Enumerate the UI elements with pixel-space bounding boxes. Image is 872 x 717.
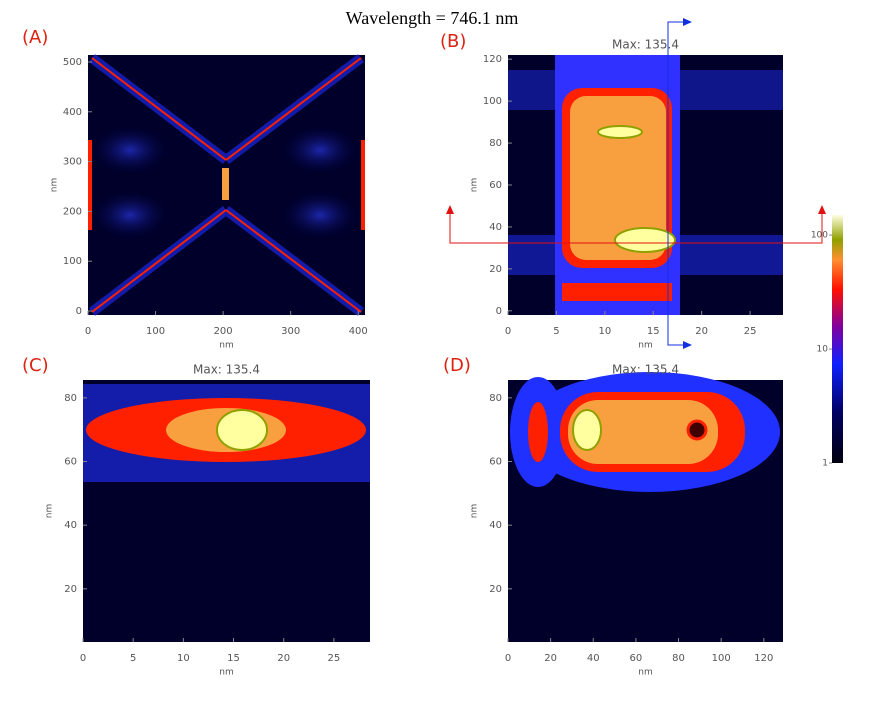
figure-title: Wavelength = 746.1 nm bbox=[346, 8, 519, 28]
y-tick-label: 0 bbox=[76, 306, 82, 317]
x-tick-label: 15 bbox=[227, 653, 240, 664]
panel-label: (B) bbox=[440, 31, 466, 52]
x-tick-label: 40 bbox=[587, 653, 600, 664]
y-tick-label: 0 bbox=[496, 306, 502, 317]
x-tick-label: 25 bbox=[744, 326, 757, 337]
x-tick-label: 100 bbox=[712, 653, 731, 664]
y-axis-label: nm bbox=[470, 504, 480, 518]
y-tick-label: 400 bbox=[63, 107, 82, 118]
y-tick-label: 300 bbox=[63, 157, 82, 168]
x-tick-label: 100 bbox=[146, 326, 165, 337]
field-map-a bbox=[88, 54, 365, 316]
x-axis-label: nm bbox=[219, 341, 233, 351]
colorbar bbox=[832, 215, 843, 463]
y-axis-label: nm bbox=[45, 504, 55, 518]
panel-title: Max: 135.4 bbox=[193, 363, 260, 377]
x-tick-label: 20 bbox=[544, 653, 557, 664]
x-tick-label: 0 bbox=[80, 653, 86, 664]
colorbar-tick-label: 10 bbox=[817, 345, 829, 355]
x-tick-label: 200 bbox=[214, 326, 233, 337]
x-tick-label: 20 bbox=[695, 326, 708, 337]
y-tick-label: 500 bbox=[63, 57, 82, 68]
x-axis-label: nm bbox=[219, 668, 233, 678]
y-tick-label: 60 bbox=[64, 456, 77, 467]
y-axis-label: nm bbox=[50, 178, 60, 192]
x-tick-label: 25 bbox=[328, 653, 341, 664]
field-map-d bbox=[508, 372, 783, 642]
y-tick-label: 20 bbox=[64, 584, 77, 595]
x-axis-label: nm bbox=[638, 341, 652, 351]
y-axis-label: nm bbox=[470, 178, 480, 192]
x-tick-label: 60 bbox=[630, 653, 643, 664]
y-tick-label: 80 bbox=[489, 393, 502, 404]
colorbar-tick-label: 100 bbox=[811, 231, 828, 241]
field-map-b bbox=[508, 55, 783, 315]
y-tick-label: 120 bbox=[483, 54, 502, 65]
colorbar-tick-label: 1 bbox=[822, 459, 828, 469]
y-tick-label: 60 bbox=[489, 180, 502, 191]
x-tick-label: 15 bbox=[647, 326, 660, 337]
x-axis-label: nm bbox=[638, 668, 652, 678]
panel-label: (C) bbox=[22, 355, 49, 376]
y-tick-label: 40 bbox=[64, 520, 77, 531]
x-tick-label: 0 bbox=[505, 326, 511, 337]
y-tick-label: 20 bbox=[489, 584, 502, 595]
y-tick-label: 100 bbox=[483, 96, 502, 107]
x-tick-label: 10 bbox=[177, 653, 190, 664]
x-tick-label: 0 bbox=[505, 653, 511, 664]
x-tick-label: 0 bbox=[85, 326, 91, 337]
x-tick-label: 400 bbox=[349, 326, 368, 337]
x-tick-label: 80 bbox=[672, 653, 685, 664]
y-tick-label: 40 bbox=[489, 520, 502, 531]
y-tick-label: 40 bbox=[489, 222, 502, 233]
y-tick-label: 100 bbox=[63, 256, 82, 267]
x-tick-label: 20 bbox=[277, 653, 290, 664]
y-tick-label: 80 bbox=[64, 393, 77, 404]
panel-title: Max: 135.4 bbox=[612, 38, 679, 52]
panel-title: Max: 135.4 bbox=[612, 363, 679, 377]
x-tick-label: 5 bbox=[553, 326, 559, 337]
y-tick-label: 80 bbox=[489, 138, 502, 149]
panel-label: (D) bbox=[443, 355, 471, 376]
y-tick-label: 60 bbox=[489, 456, 502, 467]
field-map-c bbox=[83, 380, 370, 642]
x-tick-label: 300 bbox=[281, 326, 300, 337]
crosshair bbox=[446, 18, 826, 349]
y-tick-label: 20 bbox=[489, 264, 502, 275]
y-tick-label: 200 bbox=[63, 206, 82, 217]
x-tick-label: 120 bbox=[754, 653, 773, 664]
x-tick-label: 5 bbox=[130, 653, 136, 664]
panel-label: (A) bbox=[22, 27, 48, 48]
x-tick-label: 10 bbox=[598, 326, 611, 337]
